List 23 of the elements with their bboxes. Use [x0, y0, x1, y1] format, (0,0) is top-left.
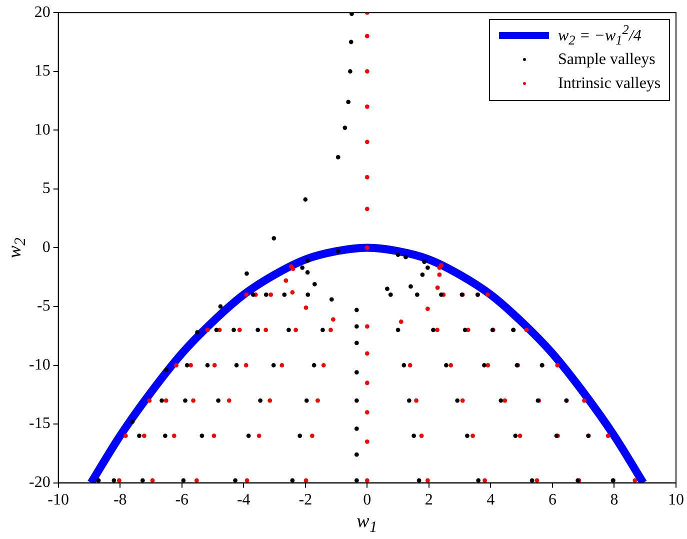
y-tick-label: -5 — [37, 298, 50, 315]
x-tick-label: -6 — [175, 492, 189, 509]
y-tick-label: 0 — [42, 238, 50, 256]
x-tick-label: 2 — [424, 492, 433, 509]
y-tick-label: -20 — [29, 474, 50, 492]
legend-label: Sample valleys — [558, 50, 656, 69]
x-axis-title: w$_{1}$ — [356, 511, 378, 537]
legend-label: Intrinsic valleys — [558, 74, 661, 93]
y-tick-label: -10 — [29, 356, 50, 374]
x-tick-label: -2 — [298, 492, 312, 509]
x-tick-label: 6 — [548, 492, 556, 509]
x-tick-label: 8 — [610, 492, 618, 509]
y-tick-label: 10 — [34, 121, 50, 138]
y-tick-label: 15 — [34, 62, 50, 80]
x-tick-label: -4 — [236, 492, 250, 509]
x-tick-label: -8 — [113, 492, 127, 509]
y-tick-label: 5 — [42, 180, 50, 198]
y-tick-label: 20 — [34, 4, 50, 21]
x-tick-label: 4 — [486, 492, 495, 509]
y-tick-label: -15 — [29, 415, 50, 432]
legend-label: w$_{2}$ = −w$_{1}$$^{2}$/4 — [558, 22, 642, 49]
x-tick-label: 10 — [668, 492, 684, 509]
x-tick-label: 0 — [363, 492, 372, 509]
